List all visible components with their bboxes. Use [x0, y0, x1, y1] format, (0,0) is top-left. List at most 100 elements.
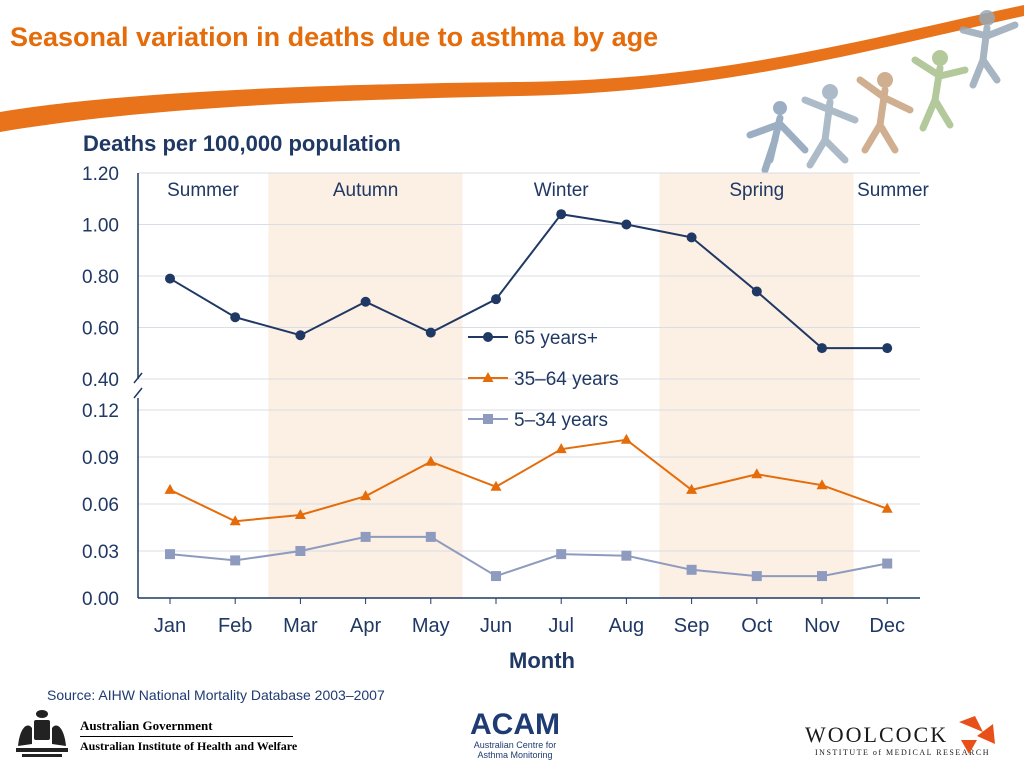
x-tick-label: Feb [218, 615, 252, 637]
data-point [425, 455, 437, 466]
upper-y-tick-labels: 0.40 0.60 0.80 1.00 1.20 [82, 164, 119, 391]
data-point [882, 558, 893, 569]
acam-subtitle-1: Australian Centre for [473, 740, 557, 750]
axis-break-mark [133, 387, 143, 399]
data-point [490, 480, 502, 491]
data-point [817, 571, 827, 582]
gov-logo-line2: Australian Institute of Health and Welfa… [80, 739, 298, 753]
x-tick-label: Oct [741, 615, 773, 637]
data-point [360, 490, 372, 501]
data-point [482, 372, 494, 382]
x-tick-label: Mar [283, 615, 318, 637]
data-point [295, 546, 306, 556]
x-tick-label: Jul [548, 615, 574, 637]
data-point [164, 483, 176, 494]
data-point [294, 508, 306, 519]
series-5-34 [165, 531, 893, 582]
legend: 65 years+ 35–64 years 5–34 years [468, 328, 619, 431]
axis-break-mark [133, 372, 143, 384]
data-point [229, 515, 241, 526]
data-point [686, 564, 697, 575]
data-point [556, 209, 567, 220]
season-label: Spring [729, 180, 784, 201]
x-axis-label: Month [509, 648, 575, 673]
chart-title: Deaths per 100,000 population [83, 131, 401, 156]
season-label: Autumn [333, 180, 398, 201]
data-point [686, 232, 697, 243]
y-tick-label: 0.03 [82, 542, 119, 563]
season-label: Summer [857, 180, 929, 201]
data-point [882, 343, 893, 354]
gridlines [138, 172, 920, 599]
axes [133, 173, 920, 604]
x-tick-label: Apr [350, 615, 381, 637]
data-point [483, 332, 493, 342]
y-tick-label: 1.20 [82, 164, 119, 185]
data-point [817, 343, 827, 354]
data-point [555, 443, 567, 454]
data-point [621, 219, 632, 230]
australian-government-logo: Australian Government Australian Institu… [10, 706, 300, 762]
dancing-figures-graphic [746, 10, 1019, 174]
data-point [360, 531, 371, 542]
data-point [165, 273, 175, 284]
data-point [425, 327, 436, 338]
y-tick-label: 0.00 [82, 589, 119, 610]
data-point [751, 468, 763, 479]
series-line [169, 438, 888, 523]
x-tick-label: Sep [674, 615, 710, 637]
data-point [686, 483, 698, 494]
data-point [230, 555, 241, 566]
x-tick-label: Nov [804, 615, 840, 637]
data-point [425, 531, 436, 542]
lower-y-tick-labels: 0.00 0.03 0.06 0.09 0.12 [82, 401, 119, 610]
data-point [165, 549, 175, 560]
coat-of-arms-icon [16, 710, 68, 757]
x-tick-label: Dec [869, 615, 905, 637]
series-line [169, 213, 888, 350]
y-tick-label: 0.40 [82, 370, 119, 391]
series-65-plus [165, 209, 893, 354]
slide-title: Seasonal variation in deaths due to asth… [10, 22, 659, 52]
data-point [230, 312, 241, 323]
data-point [816, 479, 828, 490]
y-tick-label: 0.09 [82, 448, 119, 469]
x-tick-label: May [412, 615, 450, 637]
season-label: Summer [167, 180, 239, 201]
season-band [268, 173, 463, 598]
gov-logo-rule [80, 736, 293, 737]
data-point [491, 571, 501, 582]
y-tick-label: 0.60 [82, 319, 119, 340]
x-tick-label: Jun [480, 615, 512, 637]
gov-logo-line1: Australian Government [80, 718, 213, 733]
woolcock-subtitle: INSTITUTE of MEDICAL RESEARCH [815, 748, 990, 757]
season-labels: Summer Autumn Winter Spring Summer [167, 180, 929, 201]
data-point [751, 571, 762, 582]
x-tick-labels: Jan Feb Mar Apr May Jun Jul Aug Sep Oct Nov Dec [154, 615, 905, 637]
data-point [360, 296, 371, 307]
legend-label: 65 years+ [514, 328, 598, 349]
woolcock-mark-icon [959, 716, 995, 754]
x-tick-label: Jan [154, 615, 186, 637]
source-note: Source: AIHW National Mortality Database… [47, 687, 385, 703]
y-tick-label: 0.06 [82, 495, 119, 516]
data-point [295, 330, 306, 341]
y-tick-label: 1.00 [82, 216, 119, 237]
legend-label: 5–34 years [514, 410, 608, 431]
woolcock-wordmark: WOOLCOCK [805, 722, 949, 747]
woolcock-logo: WOOLCOCK INSTITUTE of MEDICAL RESEARCH [805, 712, 1020, 762]
legend-label: 35–64 years [514, 369, 619, 390]
series-line [169, 535, 888, 578]
y-tick-label: 0.80 [82, 267, 119, 288]
acam-logo: ACAM Australian Centre for Asthma Monito… [455, 710, 575, 762]
title-swoosh [0, 5, 1024, 132]
data-point [483, 414, 493, 424]
acam-wordmark: ACAM [470, 708, 560, 741]
asthma-deaths-chart: Deaths per 100,000 population 0.400.600.… [82, 131, 930, 673]
season-band [659, 173, 854, 598]
y-tick-label: 0.12 [82, 401, 119, 422]
season-bands [268, 173, 854, 598]
data-point [491, 294, 501, 305]
data-point [621, 550, 632, 561]
data-point [556, 549, 567, 560]
